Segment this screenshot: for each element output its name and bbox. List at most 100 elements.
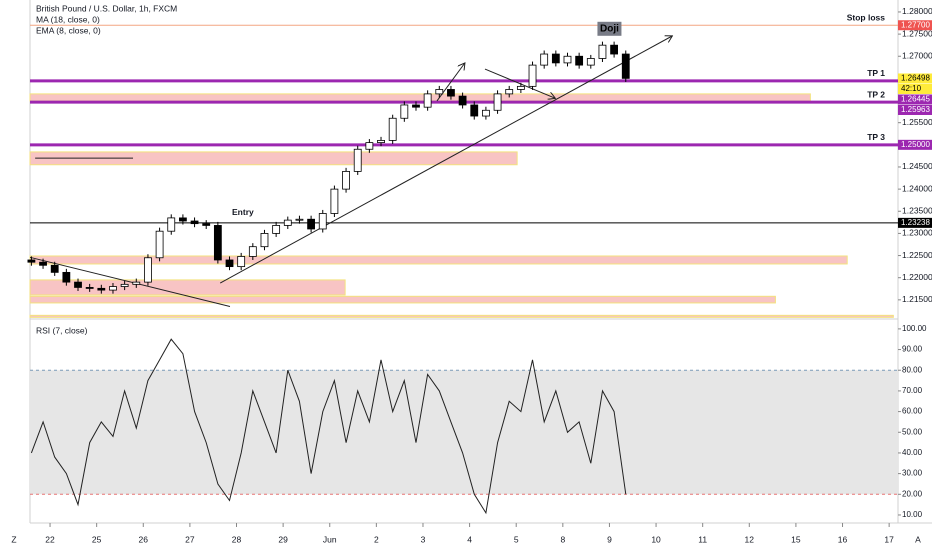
- indicator-legend: EMA (8, close, 0): [36, 25, 101, 35]
- candle-body: [516, 85, 525, 90]
- rsi-y-tick-label: 100.00: [902, 324, 927, 333]
- trendline: [29, 256, 231, 307]
- y-tick-label: 1.27000: [902, 50, 932, 60]
- candle-body: [74, 281, 82, 288]
- y-tick-label: 1.24500: [902, 161, 932, 171]
- candle-body: [307, 218, 315, 230]
- y-tick-label: 1.21500: [902, 294, 932, 304]
- x-tick-label: 12: [745, 534, 755, 544]
- candle-body: [365, 142, 374, 150]
- doji-box: [597, 21, 622, 36]
- zone: [29, 295, 776, 304]
- y-tick-label: 1.22500: [902, 250, 932, 260]
- x-tick-label: 15: [791, 534, 801, 544]
- level-label: Stop loss: [847, 12, 886, 22]
- price-label: 1.26445: [901, 95, 930, 104]
- rsi-line: [30, 338, 627, 515]
- x-tick-label: 11: [698, 534, 707, 544]
- axis-control[interactable]: A: [915, 534, 921, 544]
- candle-body: [248, 246, 257, 257]
- zone: [29, 255, 848, 265]
- x-tick-label: 10: [651, 534, 661, 544]
- level-label: TP 2: [867, 89, 885, 99]
- candle-body: [330, 188, 339, 214]
- x-tick-label: 22: [45, 534, 55, 544]
- price-label-bg: [898, 217, 932, 228]
- candle-body: [318, 213, 327, 230]
- price-label: 42:10: [901, 84, 922, 93]
- x-tick-label: 16: [838, 534, 848, 544]
- zone: [29, 151, 518, 166]
- candle-body: [575, 55, 584, 66]
- candle-body: [295, 218, 304, 221]
- rsi-band-fill: [30, 370, 898, 495]
- candle-body: [179, 217, 187, 222]
- rsi-y-tick-label: 90.00: [902, 345, 923, 354]
- candle-body: [586, 58, 595, 66]
- candle-body: [598, 44, 607, 59]
- y-tick-label: 1.22000: [902, 272, 932, 282]
- candle-body: [144, 257, 152, 283]
- candle-body: [505, 89, 514, 95]
- x-tick-label: 8: [560, 534, 565, 544]
- candle-body: [155, 230, 164, 259]
- x-tick-label: 4: [467, 534, 472, 544]
- y-tick-label: 1.27500: [902, 28, 932, 38]
- candle-body: [528, 64, 537, 87]
- price-label: 1.23238: [901, 218, 930, 227]
- candle-body: [482, 109, 490, 117]
- rsi-y-tick-label: 80.00: [902, 365, 923, 374]
- candle-body: [120, 283, 129, 287]
- candle-body: [27, 259, 36, 263]
- price-label-bg: [898, 83, 932, 94]
- candle-body: [610, 44, 619, 55]
- candle-body: [190, 220, 199, 225]
- trendline: [436, 63, 465, 102]
- y-tick-label: 1.28000: [902, 6, 932, 16]
- price-label-bg: [898, 104, 932, 115]
- rsi-y-tick-label: 10.00: [902, 510, 923, 519]
- rsi-y-tick-label: 20.00: [902, 489, 923, 498]
- candle-body: [202, 223, 211, 226]
- candle-body: [62, 271, 71, 283]
- candle-body: [493, 93, 502, 111]
- level-label: TP 1: [867, 68, 885, 78]
- x-tick-label: 28: [232, 534, 242, 544]
- candle-body: [377, 139, 385, 144]
- candle-body: [551, 53, 560, 64]
- axis-control[interactable]: Z: [11, 534, 16, 544]
- y-tick-label: 1.23500: [902, 206, 932, 216]
- price-label-bg: [898, 20, 932, 31]
- price-label: 1.25963: [901, 105, 930, 114]
- candle-body: [272, 225, 281, 234]
- rsi-y-tick-label: 30.00: [902, 469, 923, 478]
- level-label: TP 3: [867, 132, 885, 142]
- y-tick-label: 1.24000: [902, 183, 932, 193]
- indicator-legend: MA (18, close, 0): [36, 14, 100, 24]
- candle-body: [132, 281, 141, 285]
- rsi-y-tick-label: 40.00: [902, 448, 923, 457]
- candle-body: [39, 261, 47, 266]
- candle-body: [423, 93, 432, 108]
- candle-body: [213, 225, 222, 261]
- candle-body: [225, 259, 234, 268]
- x-tick-label: 27: [185, 534, 195, 544]
- candle-body: [342, 171, 350, 190]
- y-tick-label: 1.23000: [902, 228, 932, 238]
- candle-body: [458, 95, 467, 106]
- candle-body: [621, 53, 630, 79]
- trendline: [219, 36, 672, 284]
- y-tick-label: 1.25500: [902, 117, 932, 127]
- candle-body: [563, 55, 572, 64]
- rsi-y-tick-label: 60.00: [902, 407, 923, 416]
- rsi-y-tick-label: 50.00: [902, 427, 923, 436]
- price-label: 1.26498: [901, 74, 930, 83]
- zone: [29, 279, 346, 296]
- x-tick-label: 3: [421, 534, 426, 544]
- x-tick-label: 9: [607, 534, 612, 544]
- price-label: 1.25000: [901, 140, 930, 149]
- x-tick-label: 25: [92, 534, 102, 544]
- candle-body: [353, 148, 362, 172]
- candle-body: [237, 256, 246, 268]
